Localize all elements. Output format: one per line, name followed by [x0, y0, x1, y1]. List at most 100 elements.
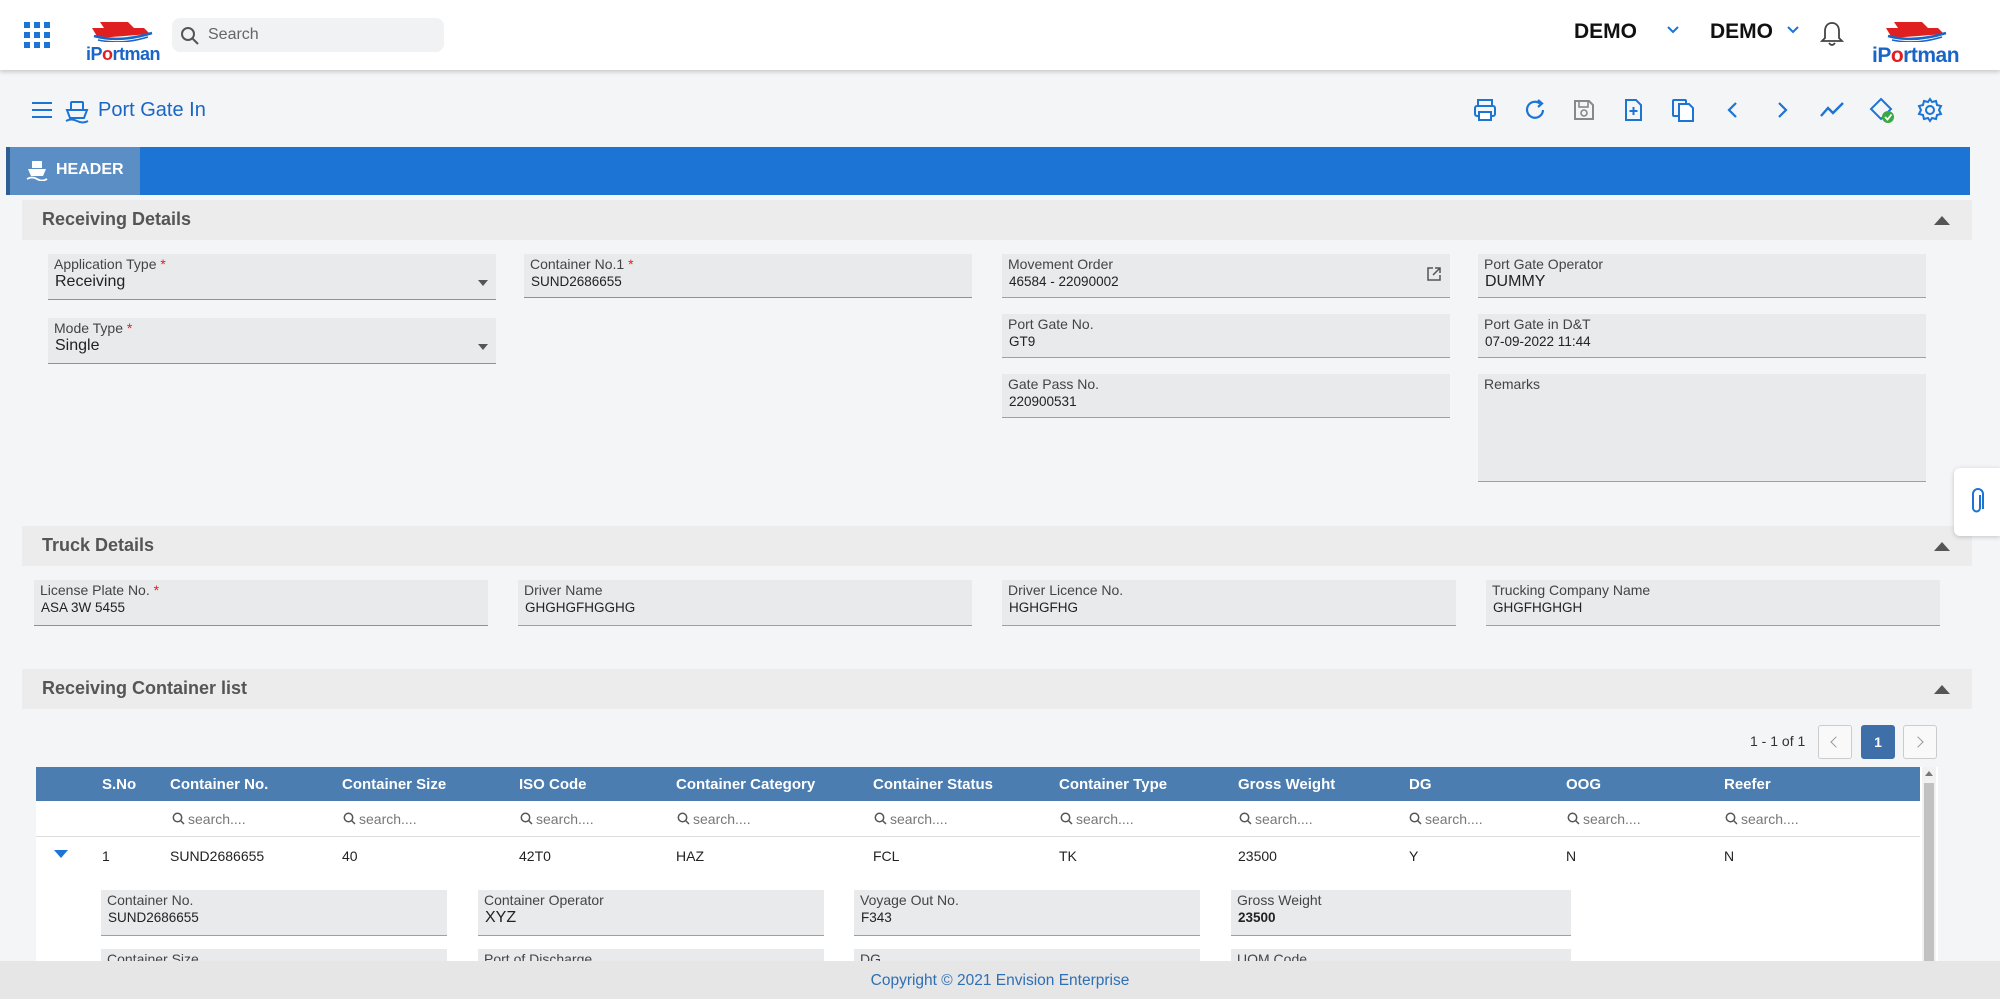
filter-input-container-status[interactable]	[890, 809, 1010, 829]
remarks-textarea[interactable]: Remarks	[1478, 374, 1926, 482]
global-search	[172, 18, 444, 52]
logo-text: iPortman	[86, 44, 161, 64]
cell-container-size: 40	[342, 848, 358, 864]
column-header[interactable]: Container Type	[1059, 776, 1168, 793]
search-icon	[520, 812, 533, 825]
license-plate-field[interactable]: License Plate No. * ASA 3W 5455	[34, 580, 488, 626]
application-type-value: Receiving	[55, 273, 126, 290]
driver-licence-field[interactable]: Driver Licence No. HGHGFHG	[1002, 580, 1456, 626]
column-header[interactable]: Gross Weight	[1238, 776, 1336, 793]
app-grid-icon[interactable]	[24, 22, 50, 48]
expand-row-icon[interactable]	[54, 850, 68, 858]
refresh-icon[interactable]	[1521, 96, 1549, 124]
filter-input-dg[interactable]	[1425, 809, 1545, 829]
column-header[interactable]: Container Status	[873, 776, 994, 793]
cell-container-category: HAZ	[676, 848, 704, 864]
previous-page-button[interactable]	[1818, 725, 1852, 759]
copyright-text: Copyright © 2021 Envision Enterprise	[870, 972, 1130, 989]
port-gate-in-datetime-field[interactable]: Port Gate in D&T 07-09-2022 11:44	[1478, 314, 1926, 358]
gate-pass-no-field[interactable]: Gate Pass No. 220900531	[1002, 374, 1450, 418]
filter-row	[36, 801, 1920, 837]
collapse-icon[interactable]	[1934, 216, 1950, 225]
column-header[interactable]: Container Category	[676, 776, 816, 793]
menu-icon[interactable]	[32, 102, 52, 118]
filter-input-container-no[interactable]	[188, 809, 308, 829]
logo-text: iPortman	[1872, 44, 1960, 67]
movement-order-field[interactable]: Movement Order 46584 - 22090002	[1002, 254, 1450, 298]
port-gate-no-field[interactable]: Port Gate No. GT9	[1002, 314, 1450, 358]
user-selector[interactable]: DEMO	[1710, 20, 1773, 43]
previous-record-icon[interactable]	[1719, 96, 1747, 124]
detail-container-operator-field[interactable]: Container Operator XYZ	[478, 890, 824, 936]
search-icon	[1725, 812, 1738, 825]
next-page-button[interactable]	[1903, 725, 1937, 759]
paperclip-icon	[1972, 488, 1984, 513]
detail-gross-weight-field[interactable]: Gross Weight 23500	[1231, 890, 1571, 936]
notification-bell-icon[interactable]	[1820, 20, 1844, 48]
chevron-down-icon[interactable]	[1666, 25, 1680, 35]
collapse-icon[interactable]	[1934, 542, 1950, 551]
new-document-icon[interactable]	[1619, 96, 1647, 124]
application-type-select[interactable]: Application Type * Receiving	[48, 254, 496, 300]
column-header[interactable]: Reefer	[1724, 776, 1771, 793]
trucking-company-field[interactable]: Trucking Company Name GHGFHGHGH	[1486, 580, 1940, 626]
search-input[interactable]	[208, 18, 434, 52]
filter-input-gross-weight[interactable]	[1255, 809, 1375, 829]
pager-summary: 1 - 1 of 1	[1750, 733, 1806, 749]
port-gate-operator-field[interactable]: Port Gate Operator DUMMY	[1478, 254, 1926, 298]
filter-input-container-type[interactable]	[1076, 809, 1196, 829]
table-row[interactable]: 1 SUND2686655 40 42T0 HAZ FCL TK 23500 Y…	[36, 838, 1920, 874]
attachment-button[interactable]	[1954, 468, 2000, 536]
page-title: Port Gate In	[98, 99, 206, 121]
table-scrollbar[interactable]	[1922, 767, 1936, 999]
detail-voyage-out-no-value: F343	[861, 910, 892, 925]
section-title: Truck Details	[42, 535, 155, 555]
next-record-icon[interactable]	[1768, 96, 1796, 124]
cell-sno: 1	[102, 848, 110, 864]
trucking-company-value: GHGFHGHGH	[1493, 600, 1583, 615]
mode-type-select[interactable]: Mode Type * Single	[48, 318, 496, 364]
detail-voyage-out-no-field[interactable]: Voyage Out No. F343	[854, 890, 1200, 936]
column-header[interactable]: OOG	[1566, 776, 1602, 793]
receiving-details-section-header: Receiving Details	[22, 200, 1972, 240]
chevron-right-icon	[1912, 736, 1924, 748]
column-header[interactable]: S.No	[102, 776, 137, 793]
copy-icon[interactable]	[1669, 96, 1697, 124]
tab-header[interactable]: HEADER	[6, 147, 140, 195]
column-header[interactable]: Container Size	[342, 776, 447, 793]
container-no1-field[interactable]: Container No.1 * SUND2686655	[524, 254, 972, 298]
page-number-button[interactable]: 1	[1861, 725, 1895, 759]
filter-input-container-size[interactable]	[359, 809, 479, 829]
column-header[interactable]: DG	[1409, 776, 1432, 793]
driver-name-value: GHGHGFHGGHG	[525, 600, 636, 615]
chevron-left-icon	[1830, 736, 1842, 748]
print-icon[interactable]	[1471, 96, 1499, 124]
collapse-icon[interactable]	[1934, 685, 1950, 694]
ship-icon	[65, 101, 89, 124]
cell-container-type: TK	[1059, 848, 1077, 864]
filter-input-reefer[interactable]	[1741, 809, 1861, 829]
detail-container-no-field[interactable]: Container No. SUND2686655	[101, 890, 447, 936]
chevron-down-icon[interactable]	[1786, 25, 1800, 35]
filter-input-container-category[interactable]	[693, 809, 813, 829]
approve-icon[interactable]	[1867, 96, 1895, 124]
filter-input-oog[interactable]	[1583, 809, 1703, 829]
app-logo[interactable]: iPortman	[84, 10, 164, 64]
detail-gross-weight-value: 23500	[1238, 910, 1276, 925]
settings-gear-icon[interactable]	[1916, 96, 1944, 124]
container-no1-value: SUND2686655	[531, 274, 622, 289]
filter-input-iso-code[interactable]	[536, 809, 656, 829]
company-selector[interactable]: DEMO	[1574, 20, 1637, 43]
scroll-up-icon[interactable]	[1925, 771, 1933, 776]
open-external-icon[interactable]	[1426, 266, 1442, 282]
cell-container-no: SUND2686655	[170, 848, 265, 864]
save-icon[interactable]	[1570, 96, 1598, 124]
scrollbar-thumb[interactable]	[1924, 783, 1934, 999]
driver-name-field[interactable]: Driver Name GHGHGFHGGHG	[518, 580, 972, 626]
trend-icon[interactable]	[1818, 96, 1846, 124]
column-header[interactable]: ISO Code	[519, 776, 587, 793]
table-header: S.No Container No. Container Size ISO Co…	[36, 767, 1920, 801]
page-header: Port Gate In	[0, 72, 2000, 146]
column-header[interactable]: Container No.	[170, 776, 269, 793]
ship-icon	[26, 161, 48, 181]
